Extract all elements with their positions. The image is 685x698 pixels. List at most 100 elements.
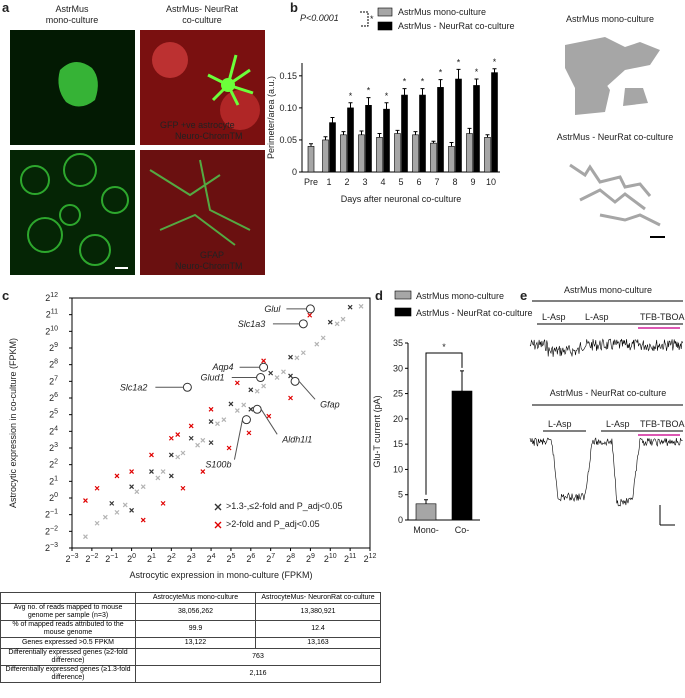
- tick-base: 2: [46, 310, 51, 320]
- significance-star: *: [493, 57, 497, 67]
- x-tick-label: 2−2: [85, 553, 98, 564]
- point: [208, 419, 214, 425]
- table-cell: Genes expressed >0.5 FPKM: [0, 637, 136, 649]
- point: [83, 534, 88, 540]
- legend-marker: [214, 521, 222, 529]
- y-tick-label: 0.10: [279, 103, 297, 113]
- tick-exponent: 5: [54, 409, 58, 416]
- error-bar: [323, 136, 328, 140]
- significance-note: P<0.0001: [300, 13, 339, 23]
- table-cell: 99.9: [135, 620, 256, 638]
- table-cell: 12.4: [255, 620, 381, 638]
- x-tick-label: 211: [344, 553, 356, 564]
- gfap-stain: [149, 159, 251, 246]
- tick-base: 2: [49, 443, 54, 453]
- bar: [376, 137, 383, 173]
- table-cell: Differentially expressed genes (≥1.3-fol…: [0, 665, 136, 683]
- gfap-stain: [20, 153, 129, 266]
- y-axis-label: Glu-T current (pA): [372, 395, 382, 467]
- point: [160, 500, 166, 506]
- y-tick-label: 2−3: [45, 542, 58, 553]
- point: [281, 369, 286, 375]
- point: [168, 435, 174, 441]
- table-cell: Differentially expressed genes (≥2-fold …: [0, 648, 136, 666]
- tick-exponent: 3: [54, 442, 58, 449]
- error-bar: [424, 499, 428, 504]
- error-bar: [330, 117, 335, 123]
- point: [248, 406, 254, 412]
- significance-star: *: [385, 91, 389, 101]
- point: [208, 440, 214, 446]
- bar: [340, 134, 347, 173]
- point: [246, 430, 252, 436]
- tick-exponent: 8: [54, 359, 58, 366]
- y-tick-label: 210: [45, 325, 58, 336]
- bar: [437, 87, 444, 173]
- bar: [473, 85, 480, 173]
- header-cell: AstrocyteMus mono-culture: [135, 592, 256, 604]
- y-tick-label: 15: [393, 439, 403, 449]
- gene-label: Slc1a2: [120, 382, 148, 392]
- tick-base: 2: [66, 554, 71, 564]
- tick-exponent: 5: [231, 553, 235, 560]
- point: [149, 469, 154, 475]
- cell-outline: [569, 163, 661, 227]
- x-axis-label: Days after neuronal co-culture: [341, 194, 462, 204]
- y-tick-label: 23: [49, 442, 58, 453]
- tick-base: 2: [266, 554, 271, 564]
- x-tick-label: 6: [416, 177, 421, 187]
- bar: [401, 94, 408, 173]
- table-cell: 13,380,921: [255, 603, 381, 621]
- y-tick-label: 25: [393, 389, 403, 399]
- drug-label: L-Asp: [585, 312, 609, 322]
- error-bar: [431, 140, 436, 144]
- legend-label: AstrMus - NeurRat co-culture: [398, 21, 515, 31]
- tick-base: 2: [45, 326, 50, 336]
- tick-base: 2: [45, 293, 50, 303]
- error-bar: [467, 127, 472, 134]
- point: [140, 517, 146, 523]
- legend-swatch: [377, 21, 393, 31]
- x-tick-label: 4: [380, 177, 385, 187]
- y-tick-label: 211: [46, 309, 58, 320]
- y-axis-label: Perimeter/area (a.u.): [266, 76, 276, 159]
- y-tick-label: 10: [393, 464, 403, 474]
- error-bar: [460, 370, 464, 392]
- tick-base: 2: [49, 360, 54, 370]
- tick-base: 2: [127, 554, 132, 564]
- y-tick-label: 27: [49, 375, 58, 386]
- tick-exponent: 1: [54, 475, 58, 482]
- column-title: mono-culture: [46, 15, 99, 25]
- x-tick-label: 22: [167, 553, 176, 564]
- point: [168, 473, 174, 479]
- point: [266, 413, 272, 419]
- point: [180, 450, 186, 456]
- bar: [358, 134, 365, 173]
- gene-leader: [260, 409, 278, 435]
- trace-title: AstrMus - NeurRat co-culture: [550, 388, 667, 398]
- tick-exponent: 9: [54, 342, 58, 349]
- image-title: AstrMus mono-culture: [566, 14, 654, 24]
- point: [114, 509, 120, 515]
- point: [300, 350, 306, 356]
- point: [288, 395, 293, 401]
- drug-label-tboa: TFB-TBOA: [640, 419, 685, 429]
- x-tick-label: 1: [326, 177, 331, 187]
- tick-exponent: 10: [50, 325, 58, 332]
- bar: [430, 142, 437, 173]
- tick-base: 2: [49, 460, 54, 470]
- tick-exponent: 12: [50, 292, 58, 299]
- column-title: AstrMus- NeurRat: [166, 4, 239, 14]
- y-tick-label: 0: [398, 515, 403, 525]
- tick-exponent: 0: [54, 492, 58, 499]
- error-bar: [359, 130, 364, 135]
- error-bar: [492, 68, 497, 73]
- x-tick-label: Mono-: [413, 525, 439, 535]
- tick-exponent: 9: [311, 553, 315, 560]
- x-tick-label: 7: [434, 177, 439, 187]
- error-bar: [474, 78, 479, 86]
- error-bar: [420, 88, 425, 96]
- point: [334, 321, 340, 327]
- tick-base: 2: [49, 343, 54, 353]
